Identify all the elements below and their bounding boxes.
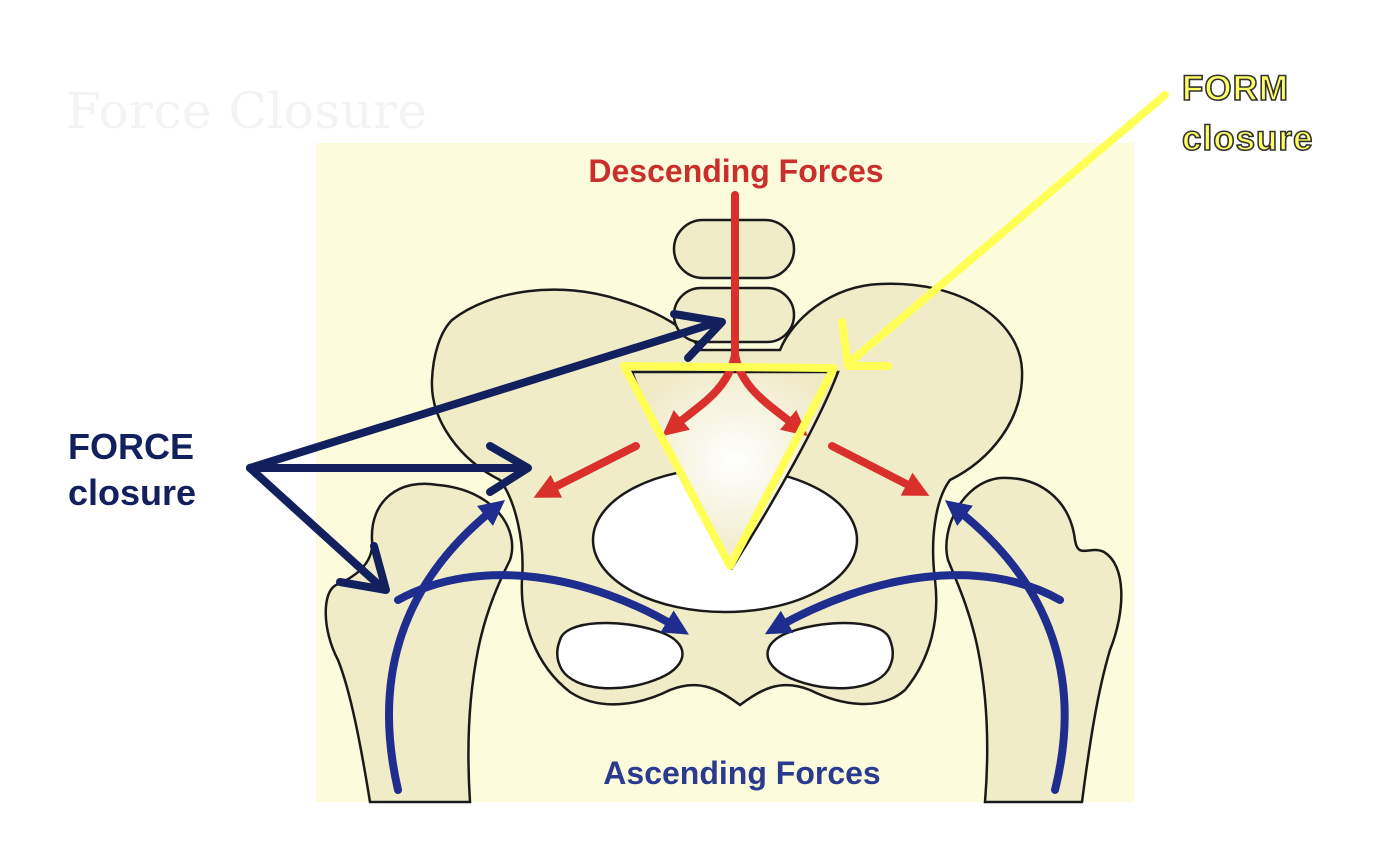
force-closure-arrowhead-spine [670,310,726,362]
form-closure-overlay [620,91,1169,570]
force-closure-callout: FORCE closure [68,424,196,516]
left-obturator-foramen [556,621,684,690]
force-closure-line2: closure [68,472,197,513]
form-closure-triangle [620,362,838,570]
slide-title: Force Closure [66,82,428,140]
force-closure-arrowhead-ilium [486,442,532,496]
force-closure-line-to-hip [246,464,384,590]
ascending-arrow-right-outer [944,500,1069,794]
form-closure-line2: closure [1181,118,1314,159]
ascending-arrow-left-inner [394,571,689,635]
descending-arrow-right-outer [828,442,930,496]
force-closure-line1: FORCE [68,426,194,467]
descending-arrow-left-outer [533,442,640,498]
force-closure-arrows [246,310,726,594]
form-closure-line1: FORM [1181,68,1290,109]
ascending-force-arrows [384,500,1069,794]
ascending-arrow-left-outer [384,500,506,794]
form-closure-arrowhead [838,318,892,370]
ascending-arrow-right-inner [764,571,1064,635]
force-closure-arrowhead-hip [336,542,390,594]
right-obturator-foramen [766,621,894,690]
descending-forces-label: Descending Forces [588,153,883,189]
form-closure-callout: FORM closure [1181,64,1314,164]
force-closure-line-to-spine [246,318,722,472]
right-femur [945,476,1123,804]
form-closure-pointer [846,91,1169,366]
ascending-forces-label: Ascending Forces [603,755,880,791]
